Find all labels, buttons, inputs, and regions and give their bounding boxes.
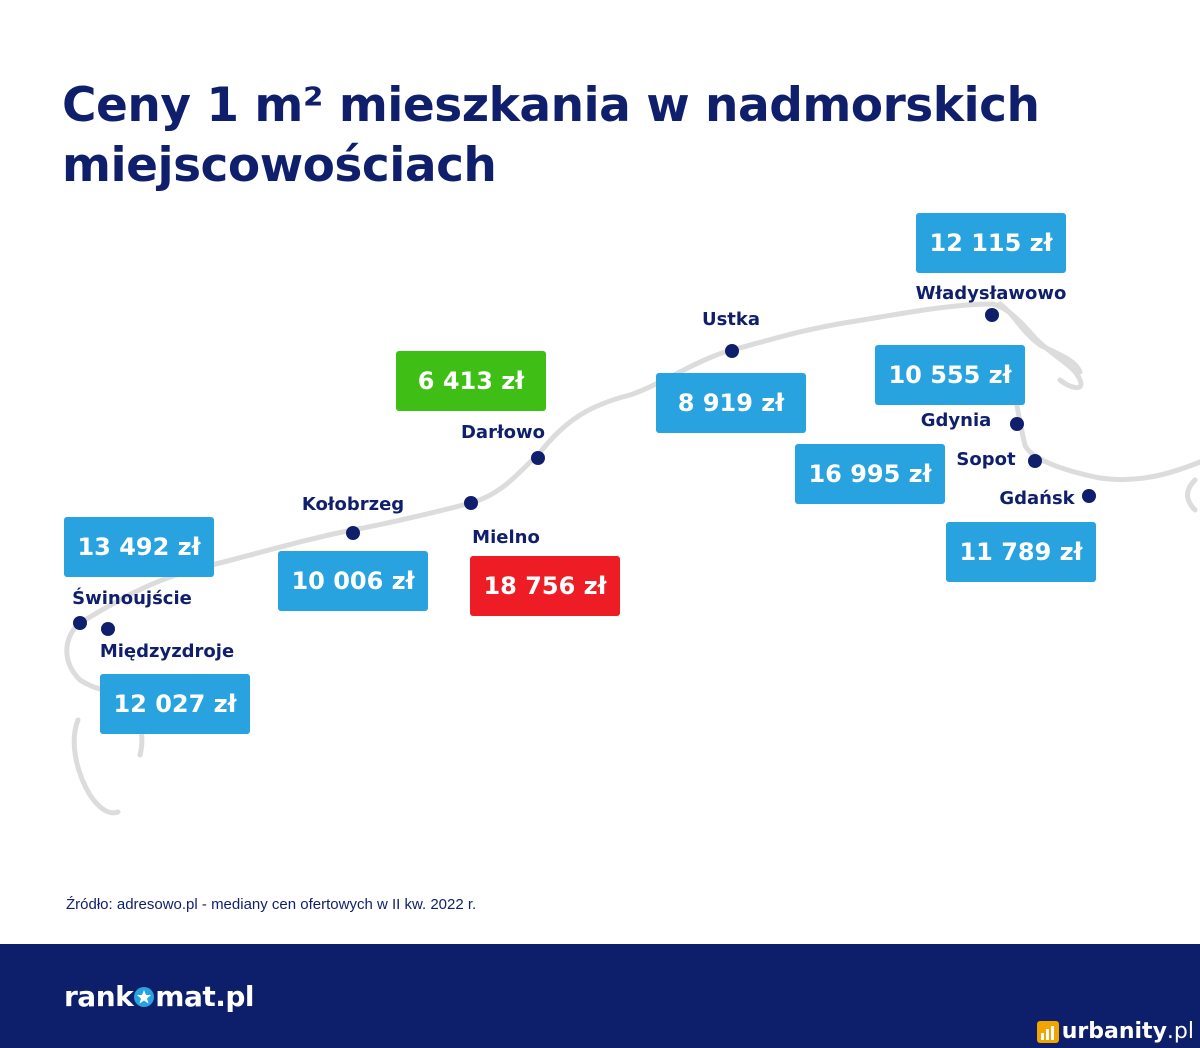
- watermark-text: urbanity: [1061, 1019, 1167, 1044]
- city-dot-darlowo: [531, 451, 545, 465]
- city-dot-wladyslawowo: [985, 308, 999, 322]
- rankomat-logo[interactable]: rank mat.pl: [64, 980, 254, 1013]
- star-icon: [134, 986, 155, 1007]
- logo-text-left: rank: [64, 980, 134, 1013]
- price-box-gdynia: 10 555 zł: [875, 345, 1025, 405]
- city-dot-gdansk: [1082, 489, 1096, 503]
- price-box-sopot: 16 995 zł: [795, 444, 945, 504]
- city-dot-gdynia: [1010, 417, 1024, 431]
- city-label-ustka: Ustka: [701, 309, 761, 330]
- urbanity-watermark[interactable]: urbanity .pl: [1036, 1019, 1194, 1044]
- city-label-mielno: Mielno: [472, 527, 540, 548]
- city-dot-swinoujscie: [73, 616, 87, 630]
- gulf-coast-east: [1185, 477, 1198, 513]
- city-label-darlowo: Darłowo: [460, 422, 546, 443]
- city-label-gdansk: Gdańsk: [999, 488, 1075, 509]
- price-box-wladyslawowo: 12 115 zł: [916, 213, 1066, 273]
- price-box-ustka: 8 919 zł: [656, 373, 806, 433]
- city-label-wladyslawowo: Władysławowo: [915, 283, 1067, 304]
- coastline: [77, 301, 1084, 626]
- source-note: Źródło: adresowo.pl - mediany cen oferto…: [66, 896, 477, 913]
- city-dot-ustka: [725, 344, 739, 358]
- coastline-map: [64, 301, 1200, 816]
- watermark-suffix: .pl: [1166, 1019, 1194, 1044]
- city-dot-miedzyzdroje: [101, 622, 115, 636]
- city-dot-mielno: [464, 496, 478, 510]
- city-label-kolobrzeg: Kołobrzeg: [301, 494, 405, 515]
- footer-bar: rank mat.pl urbanity .pl: [0, 944, 1200, 1048]
- city-label-swinoujscie: Świnoujście: [72, 588, 192, 609]
- gulf-coast: [1012, 392, 1200, 483]
- urbanity-logo-icon: [1036, 1020, 1059, 1043]
- lagoon-inner: [71, 717, 121, 816]
- city-label-sopot: Sopot: [956, 449, 1016, 470]
- price-box-swinoujscie: 13 492 zł: [64, 517, 214, 577]
- price-box-darlowo: 6 413 zł: [396, 351, 546, 411]
- price-box-kolobrzeg: 10 006 zł: [278, 551, 428, 611]
- hel-peninsula: [997, 301, 1083, 375]
- city-dot-kolobrzeg: [346, 526, 360, 540]
- logo-text-right: mat.pl: [155, 980, 254, 1013]
- city-label-miedzyzdroje: Międzyzdroje: [99, 641, 235, 662]
- price-box-gdansk: 11 789 zł: [946, 522, 1096, 582]
- page-title: Ceny 1 m² mieszkania w nadmorskich miejs…: [62, 78, 1040, 193]
- price-box-miedzyzdroje: 12 027 zł: [100, 674, 250, 734]
- city-dot-sopot: [1028, 454, 1042, 468]
- city-label-gdynia: Gdynia: [920, 410, 992, 431]
- price-box-mielno: 18 756 zł: [470, 556, 620, 616]
